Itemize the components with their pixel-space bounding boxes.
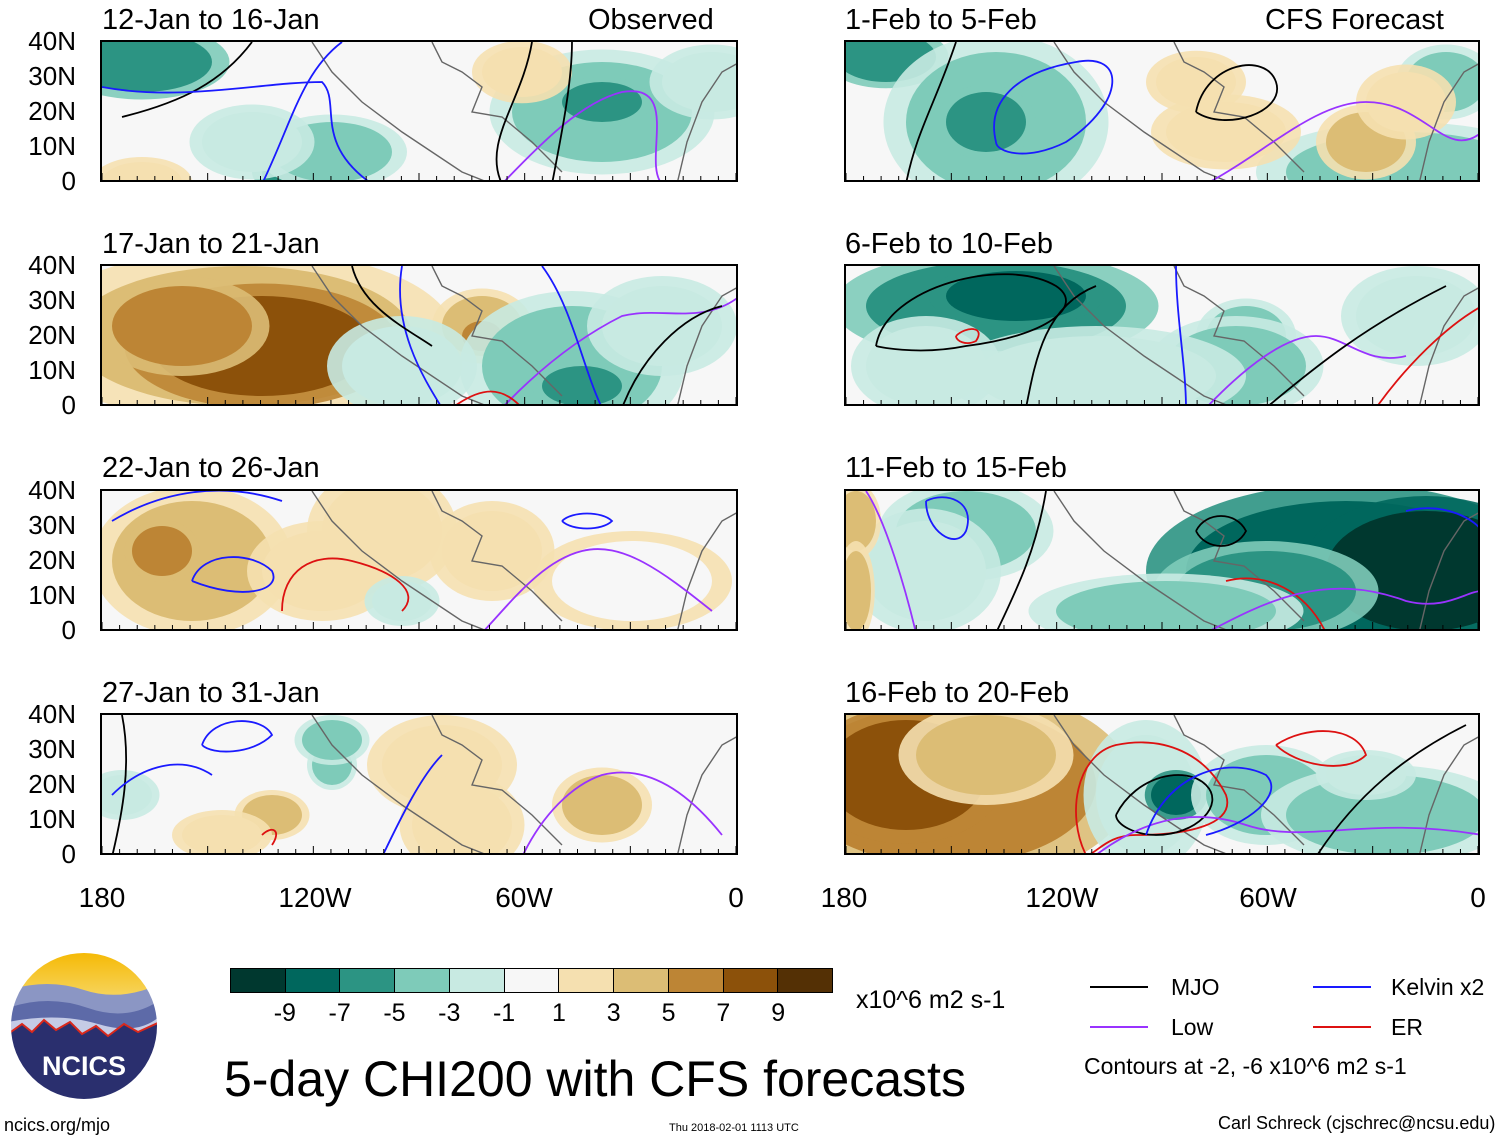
lat-label: 40N xyxy=(28,475,76,505)
lon-label-120w: 120W xyxy=(278,882,352,913)
lat-label: 30N xyxy=(28,734,76,764)
lon-label-120w: 120W xyxy=(1025,882,1099,913)
lon-label-60w: 60W xyxy=(1239,882,1297,913)
colorbar-label: -9 xyxy=(273,999,296,1027)
panel-title-5: 22-Jan to 26-Jan xyxy=(102,452,320,484)
legend-label-low: Low xyxy=(1171,1014,1214,1040)
colorbar-swatch xyxy=(614,969,669,992)
panel-title-1: 12-Jan to 16-Jan xyxy=(102,4,320,36)
lat-label: 20N xyxy=(28,96,76,126)
lat-label: 0 xyxy=(61,839,76,869)
colorbar-swatch xyxy=(668,969,724,992)
map-panel-16feb-20feb xyxy=(844,713,1480,855)
legend-line-low xyxy=(1090,1026,1148,1028)
legend-line-er xyxy=(1313,1026,1371,1028)
colorbar-label: 3 xyxy=(606,999,621,1027)
map-panel-11feb-15feb xyxy=(844,489,1480,631)
lat-label: 10N xyxy=(28,580,76,610)
panel-title-4: 6-Feb to 10-Feb xyxy=(845,228,1053,260)
colorbar-swatch xyxy=(231,969,286,992)
lat-label: 40N xyxy=(28,699,76,729)
map-panel-12jan-16jan xyxy=(100,40,738,182)
panel-title-8: 16-Feb to 20-Feb xyxy=(845,677,1070,709)
lat-label: 10N xyxy=(28,355,76,385)
colorbar-units: x10^6 m2 s-1 xyxy=(856,986,1006,1014)
lat-label: 30N xyxy=(28,510,76,540)
legend-label-kelvin: Kelvin x2 xyxy=(1391,974,1485,1000)
contours-note: Contours at -2, -6 x10^6 m2 s-1 xyxy=(1084,1053,1407,1079)
colorbar-label: -7 xyxy=(328,999,351,1027)
legend-label-er: ER xyxy=(1391,1014,1423,1040)
legend-line-kelvin xyxy=(1313,986,1371,988)
colorbar-label: -3 xyxy=(438,999,461,1027)
colorbar-swatch xyxy=(395,969,450,992)
lon-label-180: 180 xyxy=(820,882,868,913)
lon-label-180: 180 xyxy=(78,882,126,913)
lat-label: 30N xyxy=(28,285,76,315)
footer-url[interactable]: ncics.org/mjo xyxy=(4,1115,111,1135)
lat-label: 10N xyxy=(28,804,76,834)
panel-title-3: 17-Jan to 21-Jan xyxy=(102,228,320,260)
colorbar-label: -5 xyxy=(383,999,406,1027)
colorbar xyxy=(230,968,833,993)
lat-label: 10N xyxy=(28,131,76,161)
legend-line-mjo xyxy=(1090,986,1148,988)
legend-label-mjo: MJO xyxy=(1171,974,1220,1000)
panel-title-7: 27-Jan to 31-Jan xyxy=(102,677,320,709)
colorbar-swatch xyxy=(285,969,341,992)
lat-label: 30N xyxy=(28,61,76,91)
footer-author: Carl Schreck (cjschrec@ncsu.edu) xyxy=(1218,1113,1496,1133)
colorbar-swatch xyxy=(504,969,560,992)
map-panel-27jan-31jan xyxy=(100,713,738,855)
lat-label: 40N xyxy=(28,250,76,280)
lat-label: 20N xyxy=(28,320,76,350)
colorbar-label: 7 xyxy=(716,999,731,1027)
map-panel-1feb-5feb xyxy=(844,40,1480,182)
map-panel-22jan-26jan xyxy=(100,489,738,631)
panel-tag-forecast: CFS Forecast xyxy=(1265,4,1444,36)
colorbar-label: 5 xyxy=(661,999,676,1027)
map-panel-6feb-10feb xyxy=(844,264,1480,406)
lat-label: 0 xyxy=(61,166,76,196)
figure-title: 5-day CHI200 with CFS forecasts xyxy=(224,1051,966,1107)
lat-label: 0 xyxy=(61,390,76,420)
lon-label-0: 0 xyxy=(728,882,744,913)
colorbar-label: 1 xyxy=(551,999,566,1027)
colorbar-swatch xyxy=(559,969,615,992)
colorbar-swatch xyxy=(340,969,396,992)
footer-timestamp: Thu 2018-02-01 1113 UTC xyxy=(669,1122,799,1134)
colorbar-swatch xyxy=(723,969,779,992)
ncics-logo: NCICS xyxy=(9,951,159,1101)
lat-label: 0 xyxy=(61,615,76,645)
lat-label: 20N xyxy=(28,769,76,799)
colorbar-label: 9 xyxy=(771,999,786,1027)
colorbar-label: -1 xyxy=(492,999,516,1027)
lat-label: 40N xyxy=(28,26,76,56)
lon-label-0: 0 xyxy=(1470,882,1486,913)
map-panel-17jan-21jan xyxy=(100,264,738,406)
lon-label-60w: 60W xyxy=(495,882,553,913)
lat-label: 20N xyxy=(28,545,76,575)
logo-text: NCICS xyxy=(42,1051,126,1081)
panel-tag-observed: Observed xyxy=(588,4,714,36)
panel-title-2: 1-Feb to 5-Feb xyxy=(845,4,1037,36)
colorbar-swatch xyxy=(449,969,505,992)
panel-title-6: 11-Feb to 15-Feb xyxy=(845,452,1067,484)
colorbar-swatch xyxy=(778,969,833,992)
